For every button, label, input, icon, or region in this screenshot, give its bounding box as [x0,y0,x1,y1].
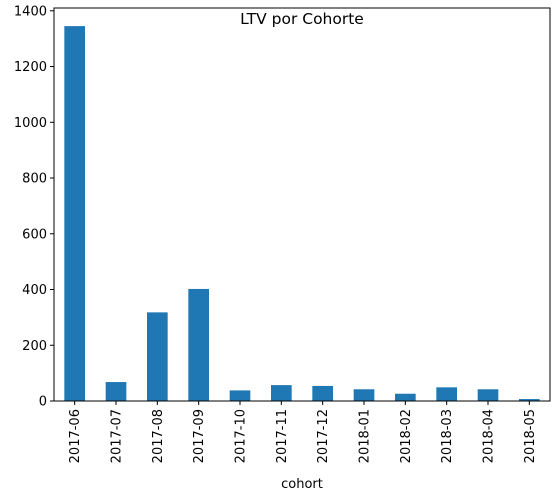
bar-2018-03 [436,387,457,401]
bar-2018-01 [353,389,375,401]
bar-2017-09 [188,288,209,401]
x-tick-label: 2017-12 [316,409,331,463]
bars-group [64,26,540,402]
y-tick-label: 600 [22,227,47,242]
y-tick-label: 200 [22,339,47,354]
x-axis-label: cohort [281,477,323,492]
x-axis: 2017-06 2017-07 2017-08 2017-09 2017-10 2017-… [68,401,538,463]
x-tick-label: 2017-06 [68,409,83,463]
x-tick-label: 2017-11 [275,409,290,463]
y-axis: 0 200 400 600 800 1000 1200 1400 [14,4,54,410]
y-tick-label: 1400 [14,4,47,19]
x-tick-label: 2018-04 [482,409,497,463]
bar-2017-06 [64,26,85,402]
bar-2017-11 [271,385,292,401]
bar-2017-07 [105,382,127,401]
x-tick-label: 2018-02 [399,409,414,463]
y-tick-label: 1200 [14,60,47,75]
x-tick-label: 2017-07 [110,409,125,463]
x-tick-label: 2018-01 [358,409,373,463]
bar-2017-10 [229,390,251,401]
x-tick-label: 2017-09 [192,409,207,463]
y-tick-label: 400 [22,283,47,298]
y-tick-label: 0 [39,395,47,410]
x-tick-label: 2017-10 [234,409,249,463]
plot-frame [53,7,551,402]
y-tick-label: 1000 [14,116,47,131]
bar-2018-05 [519,399,540,401]
x-tick-label: 2018-03 [440,409,455,463]
x-tick-label: 2018-05 [523,409,538,463]
bar-2017-08 [147,312,168,401]
bar-2017-12 [312,385,333,401]
chart-title: LTV por Cohorte [240,10,364,28]
y-tick-label: 800 [22,172,47,187]
bar-2018-04 [477,389,499,401]
x-tick-label: 2017-08 [151,409,166,463]
bar-2018-02 [395,393,416,401]
